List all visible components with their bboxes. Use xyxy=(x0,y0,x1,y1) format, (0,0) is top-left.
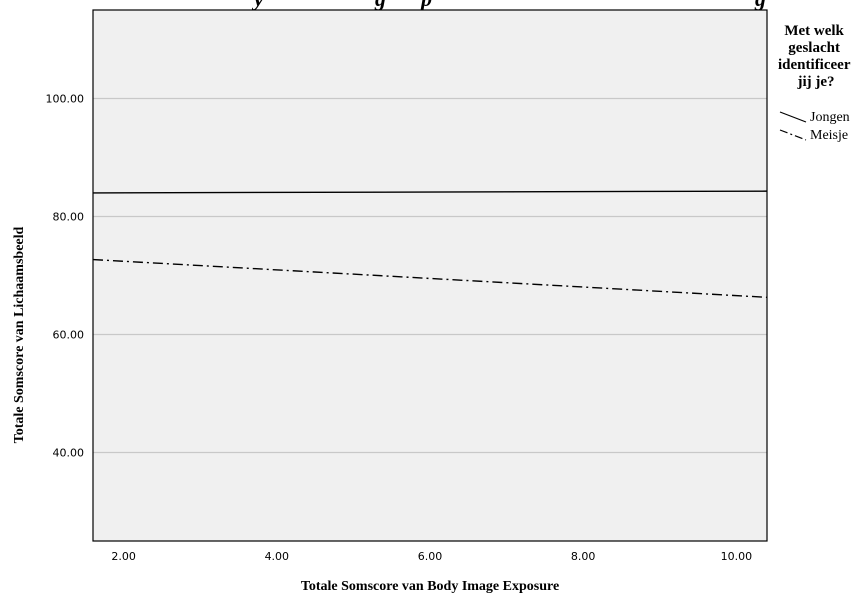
legend-items: Jongen Meisje xyxy=(779,110,850,143)
x-tick-label: 8.00 xyxy=(571,550,596,563)
plot-background xyxy=(93,10,767,541)
x-axis-title: Totale Somscore van Body Image Exposure xyxy=(301,579,559,594)
x-tick-label: 4.00 xyxy=(265,550,290,563)
legend-label: Meisje xyxy=(810,128,848,143)
y-tick-label: 40.00 xyxy=(53,447,85,460)
legend-swatch xyxy=(779,111,807,123)
title-fragment-left: y xyxy=(251,0,264,11)
title-fragment-right: g xyxy=(754,0,766,11)
legend: Met welk geslacht identificeer jij je? J… xyxy=(778,23,854,143)
y-tick-labels: 40.00 60.00 80.00 100.00 xyxy=(46,93,85,460)
y-tick-label: 60.00 xyxy=(53,329,85,342)
x-tick-label: 6.00 xyxy=(418,550,443,563)
title-fragment-mid-a: g xyxy=(374,0,386,11)
series-line-meisje xyxy=(92,258,768,299)
x-tick-label: 10.00 xyxy=(721,550,753,563)
y-tick-label: 80.00 xyxy=(53,211,85,224)
legend-title-line: jij je? xyxy=(796,74,834,90)
series-lines xyxy=(92,190,768,299)
legend-swatch xyxy=(779,129,807,141)
y-tick-label: 100.00 xyxy=(46,93,85,106)
legend-title-line: geslacht xyxy=(788,40,840,56)
x-tick-label: 2.00 xyxy=(111,550,136,563)
plot-frame xyxy=(92,9,768,542)
legend-title-line: identificeer xyxy=(778,57,851,73)
y-axis-title: Totale Somscore van Lichaamsbeeld xyxy=(12,226,27,443)
legend-title: Met welk geslacht identificeer jij je? xyxy=(778,23,854,90)
title-fragment-mid-b: p xyxy=(419,0,432,11)
legend-title-line: Met welk xyxy=(784,23,844,39)
legend-label: Jongen xyxy=(810,110,850,125)
x-tick-labels: 2.00 4.00 6.00 8.00 10.00 xyxy=(111,550,752,563)
series-line-jongen xyxy=(92,190,768,194)
grid-lines xyxy=(93,97,767,454)
chart-title: y g p g xyxy=(251,0,766,11)
